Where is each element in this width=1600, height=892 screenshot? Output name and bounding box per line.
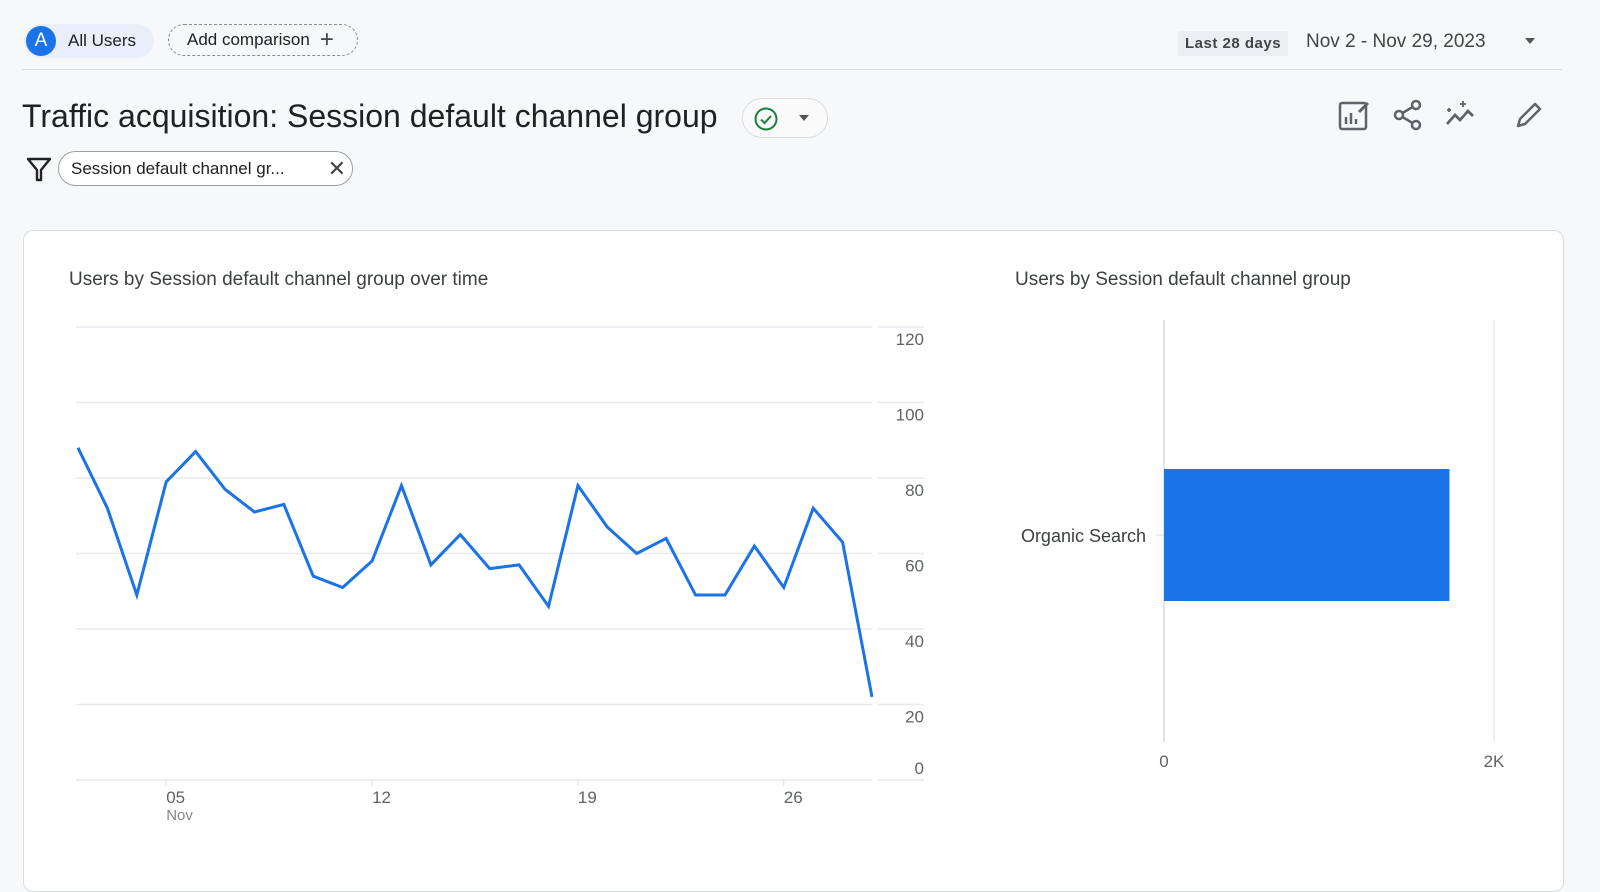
y-tick-label: 120 xyxy=(896,330,924,349)
bar-category-label: Organic Search xyxy=(1021,526,1146,546)
x-tick-label: 19 xyxy=(578,788,597,807)
y-tick-label: 80 xyxy=(905,481,924,500)
y-tick-label: 0 xyxy=(915,759,924,778)
line-series-users xyxy=(78,448,872,697)
x-tick-label: 26 xyxy=(784,788,803,807)
x-tick-label: 12 xyxy=(372,788,391,807)
y-tick-label: 20 xyxy=(905,708,924,727)
y-tick-label: 40 xyxy=(905,632,924,651)
bar-organic-search xyxy=(1164,469,1449,601)
y-tick-label: 100 xyxy=(896,406,924,425)
bar-x-tick-label: 0 xyxy=(1159,752,1168,771)
x-tick-label: 05 xyxy=(166,788,185,807)
y-tick-label: 60 xyxy=(905,557,924,576)
bar-x-tick-label: 2K xyxy=(1484,752,1505,771)
x-tick-sublabel: Nov xyxy=(166,807,193,824)
